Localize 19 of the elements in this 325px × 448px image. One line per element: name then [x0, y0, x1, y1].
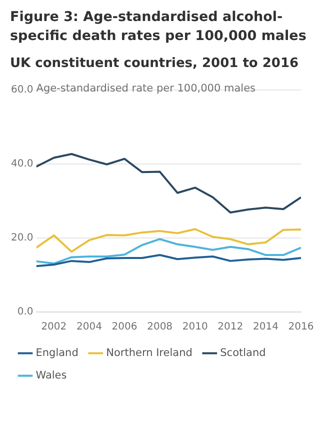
legend-label: England	[36, 346, 78, 359]
legend-label: Wales	[36, 369, 67, 382]
x-tick-label: 2004	[76, 322, 102, 333]
x-tick-label: 2008	[147, 322, 173, 333]
x-tick-label: 2010	[182, 322, 208, 333]
y-tick-label: 40.0	[11, 158, 34, 170]
y-axis-title: Age-standardised rate per 100,000 males	[36, 82, 256, 95]
x-tick-label: 2002	[41, 322, 67, 333]
legend-label: Scotland	[220, 346, 266, 359]
x-tick-label: 2016	[288, 322, 314, 333]
x-tick-label: 2014	[252, 322, 278, 333]
legend-label: Northern Ireland	[106, 346, 192, 359]
chart-title: Figure 3: Age-standardised alcohol-specific death rates per 100,000 males	[10, 8, 308, 46]
chart-subtitle: UK constituent countries, 2001 to 2016	[10, 56, 300, 71]
y-tick-label: 60.0	[11, 84, 34, 96]
x-tick-label: 2006	[112, 322, 138, 333]
y-tick-label: 20.0	[11, 232, 34, 244]
y-tick-label: 0.0	[17, 306, 34, 318]
x-tick-label: 2012	[218, 322, 244, 333]
